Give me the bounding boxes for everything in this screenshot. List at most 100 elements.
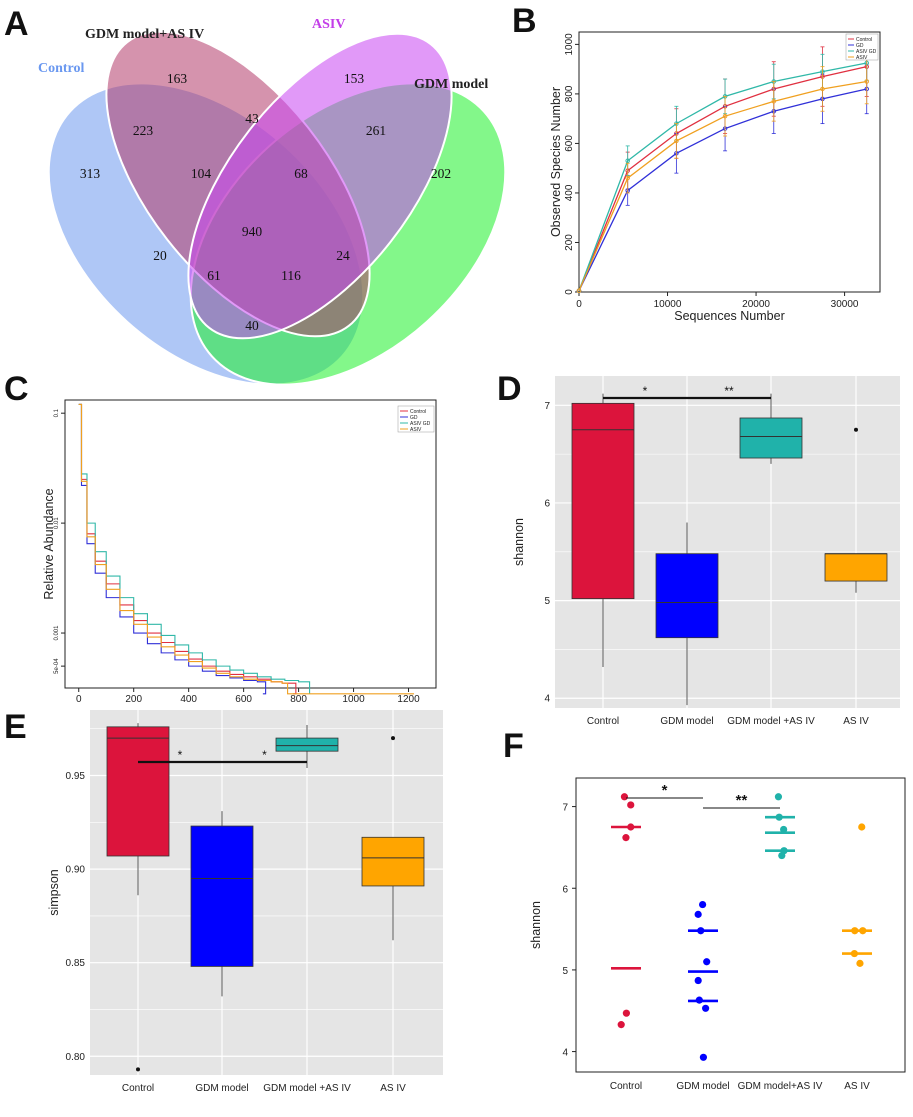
x-tick-label: 0 — [76, 694, 82, 705]
panel-label-e: E — [4, 708, 27, 746]
x-tick-label: 0 — [576, 299, 582, 310]
x-tick-label: 400 — [180, 694, 197, 705]
outlier-point — [391, 736, 395, 741]
data-point — [851, 927, 859, 935]
shannon-dotplot: 4 5 6 7 Control GDM model GDM model+AS IV AS IV… — [529, 777, 906, 1092]
y-tick-label: 0.80 — [66, 1052, 86, 1063]
y-tick-label: 200 — [564, 234, 575, 251]
venn-ellipses — [47, 30, 507, 386]
panel-d: D 4 5 6 7 Control GDM model GDM model +AS IV AS… — [497, 370, 900, 727]
x-category-label: Control — [587, 716, 619, 727]
panel-f: F 4 5 6 7 Control GDM model GDM model+AS IV AS … — [503, 727, 906, 1092]
data-point — [622, 1009, 630, 1017]
significance-label: ** — [736, 792, 748, 809]
significance-label: ** — [724, 384, 734, 398]
box-1 — [190, 825, 254, 967]
legend-label: ASIV — [856, 55, 868, 61]
venn-set-asiv — [187, 32, 453, 340]
x-category-label: AS IV — [844, 1081, 870, 1092]
data-point — [697, 927, 705, 935]
x-category-label: GDM model — [660, 716, 713, 727]
y-tick-label: 400 — [564, 184, 575, 201]
venn-count-asgd-asiv: 43 — [245, 111, 259, 126]
venn-count-control-only: 313 — [80, 166, 101, 181]
x-category-label: GDM model +AS IV — [727, 716, 815, 727]
legend-box — [845, 33, 879, 61]
y-axis-label: shannon — [529, 901, 543, 949]
x-category-label: AS IV — [843, 716, 869, 727]
x-tick-label: 600 — [235, 694, 252, 705]
x-category-label: GDM model — [676, 1081, 729, 1092]
plot-frame — [575, 777, 906, 1073]
venn-label-control: Control — [38, 61, 85, 76]
y-tick-label: 0.95 — [66, 771, 86, 782]
data-point — [576, 288, 582, 294]
venn-count-c-asgd-asiv: 104 — [191, 166, 212, 181]
simpson-boxplot: 0.80 0.85 0.90 0.95 Control GDM model GDM mode… — [47, 710, 443, 1094]
x-category-label: Control — [122, 1083, 154, 1094]
x-tick-label: 10000 — [654, 299, 682, 310]
y-axis-label: Observed Species Number — [549, 87, 563, 237]
y-tick-label: 5e-04 — [54, 658, 60, 674]
significance-label: * — [262, 748, 267, 762]
data-point — [859, 927, 867, 935]
outlier-point — [136, 1067, 140, 1072]
y-tick-label: 6 — [562, 884, 568, 895]
y-tick-label: 7 — [562, 803, 568, 814]
panel-label-b: B — [512, 2, 537, 40]
data-point — [778, 851, 786, 860]
legend-label: Control — [856, 37, 872, 43]
data-point — [774, 793, 783, 801]
venn-count-c-asgd: 223 — [133, 123, 154, 138]
venn-label-asiv: ASIV — [312, 17, 345, 32]
legend-box — [397, 405, 435, 433]
legend-label: ASIV — [410, 427, 422, 433]
data-point — [695, 996, 703, 1004]
series-line-asiv-gd — [78, 403, 311, 694]
data-point — [694, 976, 702, 985]
data-point — [702, 1004, 710, 1012]
venn-count-asgd-gdm: 24 — [336, 248, 350, 263]
panel-a: A Control GDM model+AS IV ASIV GDM model… — [4, 5, 507, 386]
x-tick-label: 800 — [290, 694, 307, 705]
box-2 — [275, 737, 339, 752]
y-tick-label: 7 — [544, 401, 550, 412]
box-3 — [361, 836, 425, 887]
y-tick-label: 5 — [544, 596, 550, 607]
y-tick-label: 800 — [564, 85, 575, 102]
venn-count-c-asiv: 20 — [153, 248, 167, 263]
rarefaction-chart: 0 10000 20000 30000 0 200 400 600 800 1000 Sequenc… — [549, 31, 881, 323]
y-tick-label: 1000 — [564, 33, 575, 56]
box-3 — [824, 553, 888, 582]
y-axis-label: Relative Abundance — [42, 488, 56, 599]
data-point — [856, 959, 864, 967]
data-point — [694, 910, 702, 918]
legend-label: Control — [410, 409, 426, 415]
legend-label: GD — [856, 43, 864, 49]
data-point — [780, 825, 788, 834]
panel-b: B 0 10000 20000 30000 0 200 400 600 800 1000 Seque… — [512, 2, 881, 323]
venn-label-gdm-asiv: GDM model+AS IV — [85, 27, 204, 42]
data-point — [820, 86, 825, 92]
x-category-label: GDM model+AS IV — [738, 1081, 823, 1092]
legend-label: GD — [410, 415, 418, 421]
venn-count-c-gdm: 40 — [245, 318, 259, 333]
series-line-control — [78, 403, 297, 695]
x-tick-label: 30000 — [831, 299, 859, 310]
significance-label: * — [643, 384, 648, 398]
x-category-label: GDM model +AS IV — [263, 1083, 351, 1094]
box-1 — [655, 553, 719, 639]
box-0 — [571, 402, 635, 600]
rank-abundance-chart: 0200400600800100012000.10.010.0015e-04Sp… — [42, 399, 437, 723]
significance-label: * — [178, 748, 183, 762]
venn-count-c-asgd-gdm: 116 — [281, 268, 301, 283]
data-point — [627, 823, 635, 831]
y-tick-label: 0.1 — [54, 408, 60, 417]
data-point — [775, 813, 783, 821]
venn-label-gdm: GDM model — [414, 77, 488, 92]
y-tick-label: 0.85 — [66, 958, 86, 969]
y-tick-label: 0.001 — [54, 625, 60, 641]
data-point — [674, 138, 679, 144]
x-tick-label: 20000 — [742, 299, 770, 310]
x-tick-label: 200 — [125, 694, 142, 705]
